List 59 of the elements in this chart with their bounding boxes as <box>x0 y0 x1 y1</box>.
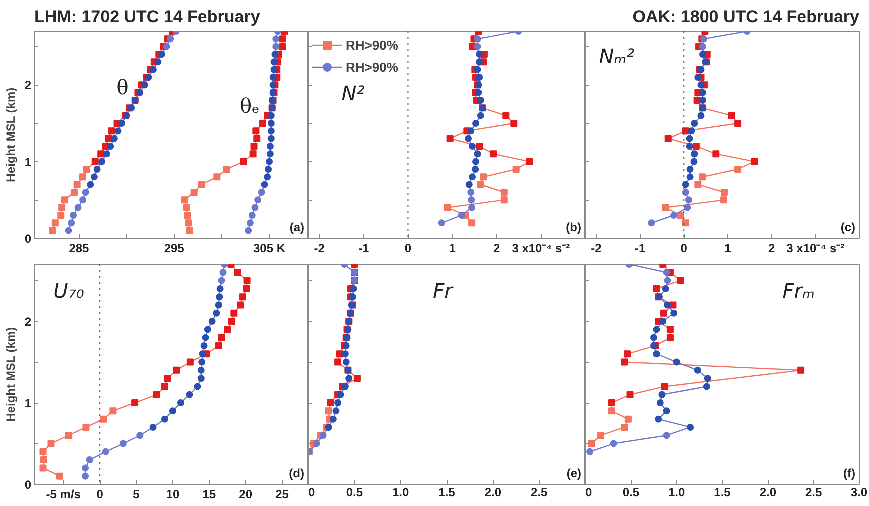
x-tick-label: 3 x10⁻⁴ s⁻² <box>786 242 845 256</box>
x-tick-label: -2 <box>591 242 602 256</box>
x-tick-label: 3 x10⁻⁴ s⁻² <box>512 242 570 256</box>
y-tick-label: 2 <box>24 315 32 330</box>
x-tick-label: 2.5 <box>530 486 548 500</box>
y-axis-title: Height MSL (km) <box>4 327 18 422</box>
x-tick-label: 0.5 <box>622 486 640 500</box>
annotation: θₑ <box>240 94 260 118</box>
x-tick-label: 0 <box>308 486 316 500</box>
x-tick-label: -2 <box>314 242 326 256</box>
x-tick-label: 25 <box>276 488 290 502</box>
chart-title: LHM: 1702 UTC 14 February <box>34 8 261 26</box>
y-axis-title: Height MSL (km) <box>4 88 18 182</box>
legend-label: RH>90% <box>346 60 398 74</box>
annotation: (a) <box>290 220 305 234</box>
x-tick-label: 2.0 <box>760 486 777 500</box>
annotation: Nₘ² <box>599 44 635 68</box>
y-tick-label: 2 <box>24 78 32 93</box>
annotation: Fr <box>433 278 455 303</box>
x-tick-label: 1.5 <box>714 486 732 500</box>
x-tick-label: 295 <box>164 242 185 256</box>
x-tick-label: 2.0 <box>484 486 502 500</box>
x-tick-label: 0 <box>586 486 592 500</box>
x-tick-label: 2 <box>494 242 501 256</box>
y-tick-label: 0 <box>24 232 32 246</box>
x-tick-label: 3.0 <box>850 486 868 500</box>
x-tick-label: -5 m/s <box>46 488 82 502</box>
x-tick-label: -1 <box>358 242 370 256</box>
x-tick-label: 5 <box>133 488 140 502</box>
x-tick-label: 2.5 <box>805 486 822 500</box>
x-tick-label: 2 <box>768 242 776 256</box>
chart-title: OAK: 1800 UTC 14 February <box>632 8 860 26</box>
annotation: (d) <box>289 466 305 480</box>
annotation: (b) <box>566 220 582 234</box>
annotation: U₇₀ <box>54 278 84 303</box>
annotation: N² <box>342 82 365 106</box>
x-tick-label: 0 <box>96 488 104 502</box>
x-tick-label: 1.5 <box>438 486 456 500</box>
x-tick-label: 10 <box>166 488 180 502</box>
legend-label: RH>90% <box>346 38 398 52</box>
annotation: (e) <box>566 466 582 480</box>
x-tick-label: 1 <box>449 242 456 256</box>
x-tick-label: 0.5 <box>346 486 364 500</box>
x-tick-label: 0 <box>404 242 412 256</box>
x-tick-label: 1.0 <box>392 486 410 500</box>
x-tick-label: 285 <box>69 242 90 256</box>
x-tick-label: 305 K <box>253 242 286 256</box>
x-tick-label: 1 <box>724 242 732 256</box>
x-tick-label: 20 <box>239 488 253 502</box>
x-tick-label: 1.0 <box>668 486 686 500</box>
annotation: Frₘ <box>782 278 815 303</box>
x-tick-label: -1 <box>634 242 646 256</box>
annotation: (c) <box>840 220 856 234</box>
x-tick-label: 0 <box>680 242 688 256</box>
y-tick-label: 1 <box>24 396 32 411</box>
y-tick-label: 1 <box>24 155 32 170</box>
x-tick-label: 15 <box>202 488 216 502</box>
annotation: (f) <box>844 466 856 480</box>
annotation: θ <box>116 75 129 100</box>
